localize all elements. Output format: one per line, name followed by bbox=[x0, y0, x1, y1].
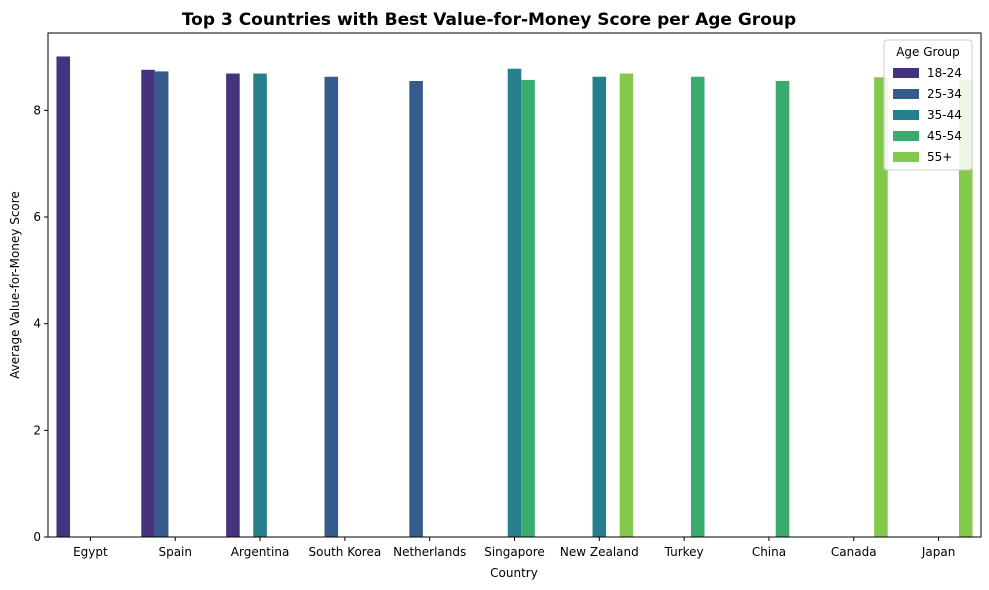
bar-18-24-egypt bbox=[56, 56, 71, 537]
bar-45-54-china bbox=[775, 81, 790, 537]
x-tick-label: Egypt bbox=[73, 545, 108, 559]
bar-25-34-spain bbox=[154, 71, 169, 538]
legend-swatch-25-34 bbox=[893, 89, 919, 99]
bar-55+-canada bbox=[874, 77, 888, 538]
bar-25-34-netherlands bbox=[409, 81, 423, 537]
chart-title: Top 3 Countries with Best Value-for-Mone… bbox=[182, 10, 796, 30]
x-tick-label: Turkey bbox=[664, 545, 704, 559]
bar-45-54-singapore bbox=[521, 79, 535, 538]
legend: Age Group 18-24 25-34 35-44 45-54 55+ bbox=[883, 39, 973, 171]
x-tick-label: New Zealand bbox=[560, 545, 639, 559]
x-tick-label: Spain bbox=[158, 545, 192, 559]
x-tick-label: Japan bbox=[921, 545, 955, 559]
y-axis-label: Average Value-for-Money Score bbox=[8, 191, 22, 379]
bar-18-24-argentina bbox=[226, 73, 240, 537]
bar-25-34-south-korea bbox=[324, 76, 339, 537]
x-axis-label: Country bbox=[490, 566, 538, 580]
bar-45-54-turkey bbox=[690, 76, 705, 537]
legend-title: Age Group bbox=[896, 45, 960, 59]
legend-swatch-45-54 bbox=[893, 131, 919, 141]
legend-items: 18-24 25-34 35-44 45-54 55+ bbox=[893, 66, 962, 164]
x-tick-label: Singapore bbox=[484, 545, 545, 559]
y-tick-label: 6 bbox=[33, 210, 41, 224]
x-tick-label: Argentina bbox=[231, 545, 290, 559]
bar-35-44-singapore bbox=[507, 68, 522, 537]
bar-35-44-new-zealand bbox=[592, 76, 607, 537]
legend-label-45-54: 45-54 bbox=[927, 129, 962, 143]
x-tick-label: South Korea bbox=[309, 545, 382, 559]
bar-55+-new-zealand bbox=[619, 73, 634, 537]
y-tick-label: 0 bbox=[33, 530, 41, 544]
x-tick-label: Canada bbox=[831, 545, 877, 559]
legend-label-55+: 55+ bbox=[927, 150, 952, 164]
y-tick-label: 4 bbox=[33, 317, 41, 331]
bar-35-44-argentina bbox=[253, 73, 267, 537]
x-axis: Egypt Spain Argentina South Korea Netherland… bbox=[73, 537, 955, 559]
legend-swatch-35-44 bbox=[893, 110, 919, 120]
legend-swatch-55+ bbox=[893, 152, 919, 162]
bar-18-24-spain bbox=[141, 69, 155, 538]
legend-swatch-18-24 bbox=[893, 68, 919, 78]
x-tick-label: Netherlands bbox=[393, 545, 466, 559]
bar-55+-japan bbox=[958, 79, 973, 538]
y-tick-label: 2 bbox=[33, 423, 41, 437]
y-axis: 0 2 4 6 8 bbox=[33, 103, 48, 544]
x-tick-label: China bbox=[752, 545, 786, 559]
legend-label-35-44: 35-44 bbox=[927, 108, 962, 122]
legend-label-18-24: 18-24 bbox=[927, 66, 962, 80]
legend-label-25-34: 25-34 bbox=[927, 87, 962, 101]
bars-layer bbox=[56, 56, 973, 538]
y-tick-label: 8 bbox=[33, 103, 41, 117]
